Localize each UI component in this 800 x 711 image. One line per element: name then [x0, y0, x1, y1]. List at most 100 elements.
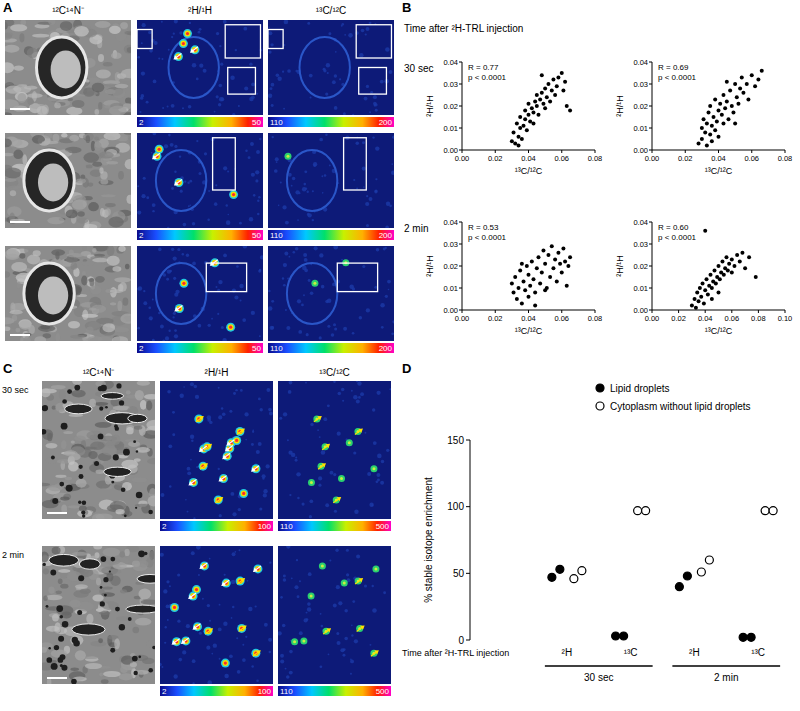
point	[517, 286, 521, 290]
texture	[54, 103, 61, 109]
arrow-head	[188, 481, 193, 485]
noise	[259, 335, 261, 337]
noise	[255, 179, 258, 182]
noise	[324, 174, 327, 177]
arrow	[196, 418, 202, 422]
texture	[56, 590, 62, 594]
noise	[249, 97, 254, 102]
capillary	[37, 37, 87, 98]
texture	[120, 314, 131, 324]
point	[540, 91, 544, 95]
hotspot	[204, 627, 213, 636]
noise	[321, 175, 323, 177]
noise	[308, 572, 312, 576]
hotspot	[195, 588, 198, 591]
scale-bar	[47, 677, 67, 679]
droplet	[56, 605, 63, 612]
arrow-head	[207, 444, 212, 448]
region-box	[344, 138, 367, 190]
texture	[5, 33, 12, 40]
hotspot	[291, 638, 298, 645]
noise	[203, 69, 207, 73]
noise	[240, 300, 242, 302]
texture	[107, 256, 120, 266]
noise	[297, 595, 300, 598]
point	[527, 113, 531, 117]
label: 110	[270, 231, 283, 240]
noise	[280, 596, 283, 599]
capillary	[126, 605, 155, 613]
arrow	[227, 446, 233, 450]
noise	[373, 95, 377, 99]
noise	[321, 625, 324, 628]
noise	[376, 248, 380, 252]
x-tick	[528, 310, 529, 313]
texture	[59, 390, 66, 399]
noise	[271, 83, 275, 87]
arrow	[355, 430, 361, 434]
texture	[6, 254, 19, 260]
droplet	[81, 510, 85, 514]
droplet	[51, 663, 58, 670]
y-tick	[459, 84, 462, 85]
droplet	[62, 621, 69, 628]
point	[724, 255, 728, 259]
label: 0.01	[633, 284, 648, 293]
arrow	[318, 465, 324, 469]
x-axis	[652, 310, 785, 311]
noise	[303, 294, 305, 296]
noise	[179, 155, 181, 157]
noise	[274, 169, 278, 173]
noise	[169, 585, 171, 587]
noise	[229, 410, 232, 413]
hotspot	[193, 622, 202, 631]
label: 30 sec	[404, 63, 433, 74]
noise	[284, 252, 288, 256]
label: 0.02	[488, 314, 503, 323]
label: 0.06	[554, 154, 569, 163]
texture	[27, 93, 43, 98]
arrow-head	[222, 455, 227, 459]
point	[510, 139, 514, 143]
arrow	[237, 580, 243, 584]
region-box	[337, 263, 377, 292]
point	[517, 135, 521, 139]
micrograph	[160, 546, 273, 684]
noise	[265, 464, 269, 468]
noise	[268, 638, 272, 642]
point	[714, 282, 718, 286]
noise	[335, 549, 338, 552]
x-tick	[561, 310, 562, 313]
droplet	[66, 485, 73, 492]
noise	[244, 86, 248, 90]
texture	[46, 443, 58, 449]
point	[568, 108, 572, 112]
scatter-chart: 0.000.020.040.060.080.000.010.020.030.04…	[425, 218, 602, 337]
label: 2	[139, 231, 144, 240]
noise	[239, 549, 241, 551]
hotspot	[190, 45, 199, 54]
hotspot	[236, 577, 245, 586]
noise	[383, 591, 386, 594]
droplet	[105, 406, 108, 409]
noise	[167, 227, 170, 228]
noise	[341, 388, 345, 392]
point	[718, 277, 722, 281]
arrow	[323, 630, 329, 634]
noise	[179, 31, 182, 34]
droplet	[100, 586, 103, 589]
texture	[73, 590, 88, 598]
noise	[271, 136, 273, 138]
arrow	[154, 153, 160, 157]
noise	[285, 668, 287, 670]
point	[536, 255, 540, 259]
noise	[207, 680, 212, 684]
noise	[288, 256, 290, 258]
texture	[114, 277, 131, 282]
noise	[160, 553, 164, 557]
noise	[385, 47, 390, 52]
noise	[346, 573, 349, 576]
x-tick	[595, 310, 596, 313]
y-tick	[649, 288, 652, 289]
noise	[266, 388, 270, 392]
